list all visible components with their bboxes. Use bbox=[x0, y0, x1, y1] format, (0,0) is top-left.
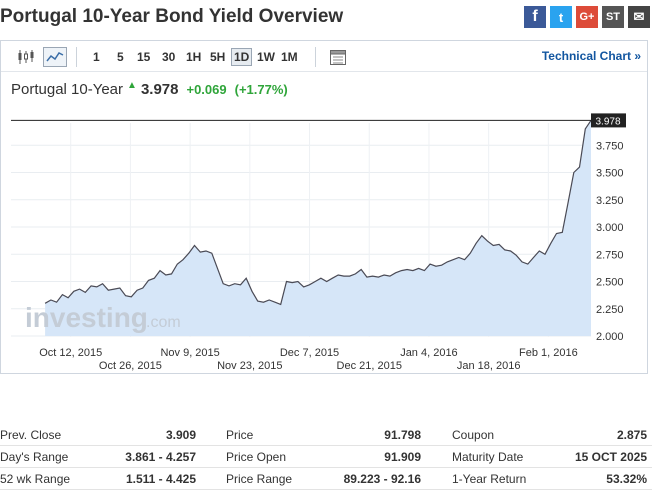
x-tick-label: Dec 21, 2015 bbox=[337, 360, 402, 372]
x-tick-label: Dec 7, 2015 bbox=[280, 347, 339, 359]
facebook-share-icon[interactable]: f bbox=[524, 6, 546, 28]
y-tick-label: 2.000 bbox=[596, 331, 624, 343]
x-tick-label: Oct 26, 2015 bbox=[99, 360, 162, 372]
email-share-icon[interactable]: ✉ bbox=[628, 6, 650, 28]
y-tick-label: 2.250 bbox=[596, 304, 624, 316]
x-tick-label: Feb 1, 2016 bbox=[519, 347, 578, 359]
toolbar-divider bbox=[76, 47, 77, 67]
stat-value: 3.861 - 4.257 bbox=[125, 450, 196, 464]
series-line bbox=[44, 120, 592, 306]
quote-header: Portugal 10-Year ▲ 3.978 +0.069 (+1.77%) bbox=[11, 80, 288, 98]
stat-label: Price bbox=[226, 428, 254, 442]
y-tick-label: 3.250 bbox=[596, 195, 624, 207]
timeframe-button-1w[interactable]: 1W bbox=[257, 50, 275, 64]
last-price-label: 3.978 bbox=[595, 116, 620, 127]
investing-watermark-logo: investing bbox=[25, 302, 148, 333]
x-tick-label: Oct 12, 2015 bbox=[39, 347, 102, 359]
last-price-box bbox=[591, 113, 626, 128]
line-chart-icon[interactable] bbox=[43, 47, 67, 67]
y-tick-label: 3.750 bbox=[596, 140, 624, 152]
stat-value: 91.798 bbox=[384, 428, 421, 442]
stat-label: Maturity Date bbox=[452, 450, 524, 464]
timeframe-button-5h[interactable]: 5H bbox=[210, 50, 226, 64]
stat-value: 89.223 - 92.16 bbox=[343, 472, 421, 486]
last-price: 3.978 bbox=[140, 81, 179, 98]
stats-row: Day's Range 3.861 - 4.257 Price Open 91.909… bbox=[0, 446, 652, 468]
x-tick-label: Jan 4, 2016 bbox=[400, 347, 458, 359]
timeframe-button-1[interactable]: 1 bbox=[93, 50, 100, 64]
stat-value: 3.909 bbox=[165, 428, 196, 442]
stat-label: 52 wk Range bbox=[0, 472, 71, 486]
yield-area-chart[interactable]: investing.com 3.978 2.000 2.250 2.500 2.750 3.… bbox=[1, 41, 647, 373]
stats-row: 52 wk Range 1.511 - 4.425 Price Range 89.22… bbox=[0, 468, 652, 490]
stat-label: Coupon bbox=[452, 428, 495, 442]
stat-value: 2.875 bbox=[616, 428, 647, 442]
stat-label: Day's Range bbox=[0, 450, 69, 464]
stat-label: Price Open bbox=[226, 450, 287, 464]
price-change-percent: (+1.77%) bbox=[234, 82, 288, 97]
stumbleupon-share-icon[interactable]: ST bbox=[602, 6, 624, 28]
investing-watermark-suffix: .com bbox=[146, 314, 181, 331]
google-plus-share-icon[interactable]: G+ bbox=[576, 6, 598, 28]
x-tick-label: Nov 23, 2015 bbox=[217, 360, 282, 372]
timeframe-button-1m[interactable]: 1M bbox=[281, 50, 298, 64]
y-tick-label: 3.500 bbox=[596, 168, 624, 180]
chart-toolbar: 1 5 15 30 1H 5H 1D 1W 1M Technical Chart » bbox=[1, 41, 647, 72]
timeframe-button-1h[interactable]: 1H bbox=[186, 50, 202, 64]
technical-chart-link[interactable]: Technical Chart » bbox=[541, 49, 641, 63]
y-tick-label: 3.000 bbox=[596, 222, 624, 234]
calendar-icon[interactable] bbox=[327, 47, 349, 67]
up-arrow-icon: ▲ bbox=[127, 80, 137, 91]
series-area bbox=[45, 120, 592, 337]
chart-panel: 1 5 15 30 1H 5H 1D 1W 1M Technical Chart » Portu… bbox=[0, 40, 648, 374]
page-title: Portugal 10-Year Bond Yield Overview bbox=[0, 6, 344, 27]
timeframe-button-30[interactable]: 30 bbox=[162, 50, 176, 64]
twitter-share-icon[interactable]: t bbox=[550, 6, 572, 28]
stat-label: Prev. Close bbox=[0, 428, 62, 442]
stat-value: 15 OCT 2025 bbox=[574, 450, 647, 464]
candlestick-chart-icon[interactable] bbox=[15, 47, 37, 67]
timeframe-button-5[interactable]: 5 bbox=[117, 50, 124, 64]
stat-label: Price Range bbox=[226, 472, 293, 486]
stat-value: 91.909 bbox=[384, 450, 421, 464]
stat-value: 1.511 - 4.425 bbox=[125, 472, 196, 486]
stat-label: 1-Year Return bbox=[452, 472, 527, 486]
y-tick-label: 2.500 bbox=[596, 277, 624, 289]
timeframe-button-15[interactable]: 15 bbox=[137, 50, 151, 64]
toolbar-divider bbox=[315, 47, 316, 67]
y-tick-label: 2.750 bbox=[596, 249, 624, 261]
stats-row: Prev. Close 3.909 Price 91.798 Coupon 2.875 bbox=[0, 424, 652, 446]
stat-value: 53.32% bbox=[606, 472, 647, 486]
timeframe-button-1d[interactable]: 1D bbox=[231, 48, 253, 66]
x-tick-label: Jan 18, 2016 bbox=[457, 360, 521, 372]
price-change: +0.069 bbox=[186, 82, 227, 97]
instrument-name: Portugal 10-Year bbox=[11, 81, 124, 98]
x-tick-label: Nov 9, 2015 bbox=[160, 347, 219, 359]
